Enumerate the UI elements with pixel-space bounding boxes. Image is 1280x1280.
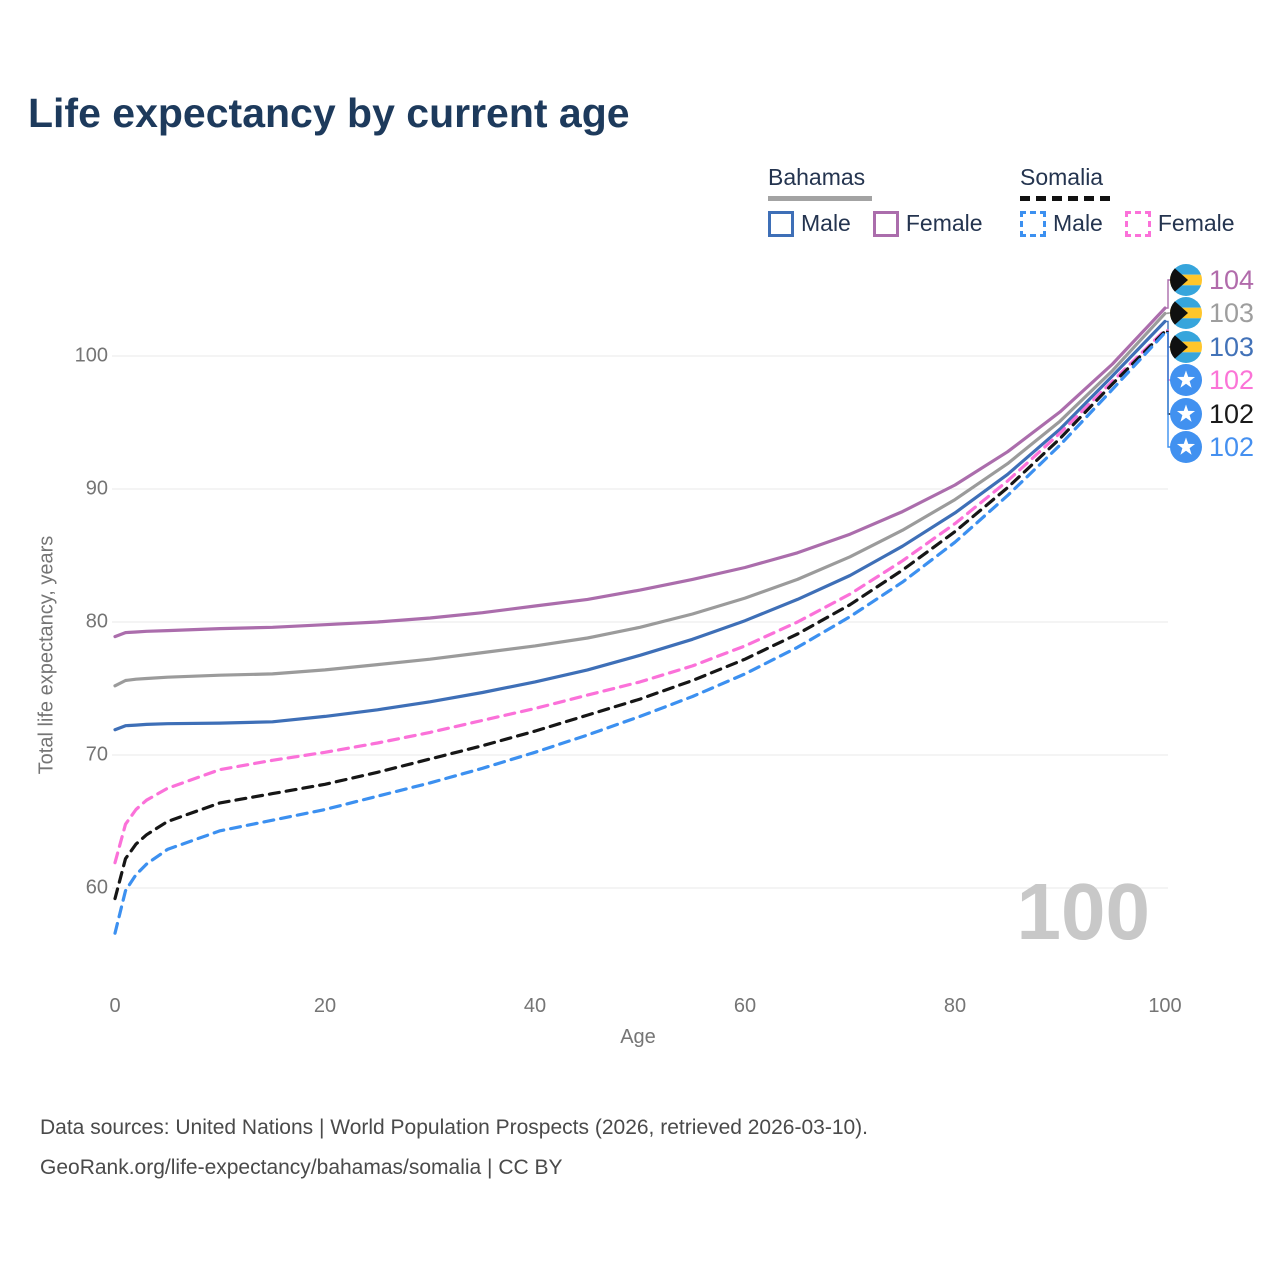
chart-title: Life expectancy by current age xyxy=(28,90,630,136)
footer-attribution: Data sources: United Nations | World Pop… xyxy=(40,1108,868,1188)
legend-swatch-somalia-male[interactable] xyxy=(1020,210,1046,237)
y-axis-title: Total life expectancy, years xyxy=(35,535,58,775)
x-tick-label-0: 0 xyxy=(109,995,121,1017)
end-value-label: 102 xyxy=(1209,398,1255,429)
y-tick-label-80: 80 xyxy=(85,610,108,633)
x-axis-title: Age xyxy=(620,1026,656,1048)
y-tick-label-90: 90 xyxy=(85,477,108,500)
legend-title-bahamas: Bahamas xyxy=(768,164,866,190)
bahamas-flag-icon xyxy=(1170,331,1202,363)
end-label-bahamas-male: 103 xyxy=(1170,331,1254,363)
legend-group-somalia: Somalia Male Female xyxy=(1020,164,1257,237)
x-tick-label-60: 60 xyxy=(733,995,757,1017)
x-tick-label-20: 20 xyxy=(313,995,337,1017)
legend-group-bahamas: Bahamas Male Female xyxy=(768,164,1005,237)
end-label-somalia-both: 102 xyxy=(1170,398,1254,430)
x-tick-label-80: 80 xyxy=(943,995,967,1017)
end-label-bahamas-both: 103 xyxy=(1170,297,1254,329)
end-value-label: 104 xyxy=(1209,264,1255,295)
legend-label-somalia-male[interactable]: Male xyxy=(1053,210,1103,236)
line-somalia-both[interactable] xyxy=(113,329,1167,901)
line-bahamas-male[interactable] xyxy=(113,319,1167,732)
line-somalia-male[interactable] xyxy=(113,331,1167,935)
legend-title-somalia: Somalia xyxy=(1020,164,1104,190)
end-value-label: 102 xyxy=(1209,431,1255,462)
y-tick-label-60: 60 xyxy=(85,876,108,899)
end-label-somalia-female: 102 xyxy=(1170,364,1254,396)
y-tick-label-70: 70 xyxy=(85,743,108,766)
line-bahamas-both[interactable] xyxy=(113,311,1167,688)
legend-underline-dashed xyxy=(1020,196,1112,201)
end-value-label: 103 xyxy=(1209,331,1255,362)
x-tick-label-40: 40 xyxy=(523,995,547,1017)
x-tick-label-100: 100 xyxy=(1148,995,1182,1017)
footer-line-url: GeoRank.org/life-expectancy/bahamas/soma… xyxy=(40,1156,563,1179)
legend-label-bahamas-male[interactable]: Male xyxy=(801,210,851,236)
legend-swatch-somalia-female[interactable] xyxy=(1124,210,1151,237)
legend-swatch-bahamas-female[interactable] xyxy=(872,210,899,237)
legend-label-bahamas-female[interactable]: Female xyxy=(905,210,983,236)
line-bahamas-female[interactable] xyxy=(113,306,1167,639)
y-tick-label-100: 100 xyxy=(74,344,108,367)
somalia-flag-icon xyxy=(1170,398,1202,430)
end-value-label: 103 xyxy=(1209,297,1255,328)
bahamas-flag-icon xyxy=(1170,297,1202,329)
somalia-flag-icon xyxy=(1170,431,1202,463)
legend-swatch-bahamas-male[interactable] xyxy=(768,210,794,237)
legend-underline-solid xyxy=(768,196,872,201)
bahamas-flag-icon xyxy=(1170,264,1202,296)
end-value-label: 102 xyxy=(1209,364,1255,395)
watermark-age-100: 100 xyxy=(1016,867,1150,956)
footer-line-datasources: Data sources: United Nations | World Pop… xyxy=(40,1116,869,1139)
somalia-flag-icon xyxy=(1170,364,1202,396)
line-somalia-female[interactable] xyxy=(113,328,1167,865)
legend-label-somalia-female[interactable]: Female xyxy=(1157,210,1235,236)
end-label-bahamas-female: 104 xyxy=(1170,264,1254,296)
end-label-somalia-male: 102 xyxy=(1170,431,1254,463)
